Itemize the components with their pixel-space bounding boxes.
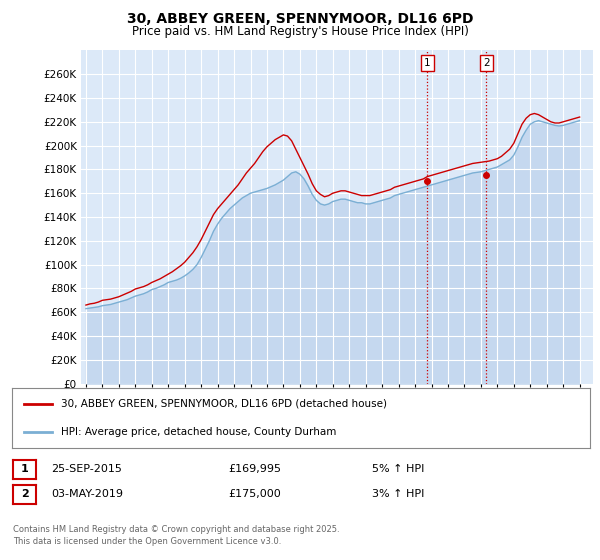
Text: 1: 1 <box>21 464 28 474</box>
Text: 2: 2 <box>483 58 490 68</box>
Text: £175,000: £175,000 <box>228 489 281 499</box>
Text: HPI: Average price, detached house, County Durham: HPI: Average price, detached house, Coun… <box>61 427 337 437</box>
Text: Contains HM Land Registry data © Crown copyright and database right 2025.
This d: Contains HM Land Registry data © Crown c… <box>13 525 340 546</box>
Text: Price paid vs. HM Land Registry's House Price Index (HPI): Price paid vs. HM Land Registry's House … <box>131 25 469 38</box>
Text: 3% ↑ HPI: 3% ↑ HPI <box>372 489 424 499</box>
Text: 25-SEP-2015: 25-SEP-2015 <box>51 464 122 474</box>
Text: 03-MAY-2019: 03-MAY-2019 <box>51 489 123 499</box>
Text: 5% ↑ HPI: 5% ↑ HPI <box>372 464 424 474</box>
Text: 30, ABBEY GREEN, SPENNYMOOR, DL16 6PD: 30, ABBEY GREEN, SPENNYMOOR, DL16 6PD <box>127 12 473 26</box>
Text: 2: 2 <box>21 489 28 500</box>
Text: £169,995: £169,995 <box>228 464 281 474</box>
Text: 1: 1 <box>424 58 430 68</box>
Text: 30, ABBEY GREEN, SPENNYMOOR, DL16 6PD (detached house): 30, ABBEY GREEN, SPENNYMOOR, DL16 6PD (d… <box>61 399 387 409</box>
